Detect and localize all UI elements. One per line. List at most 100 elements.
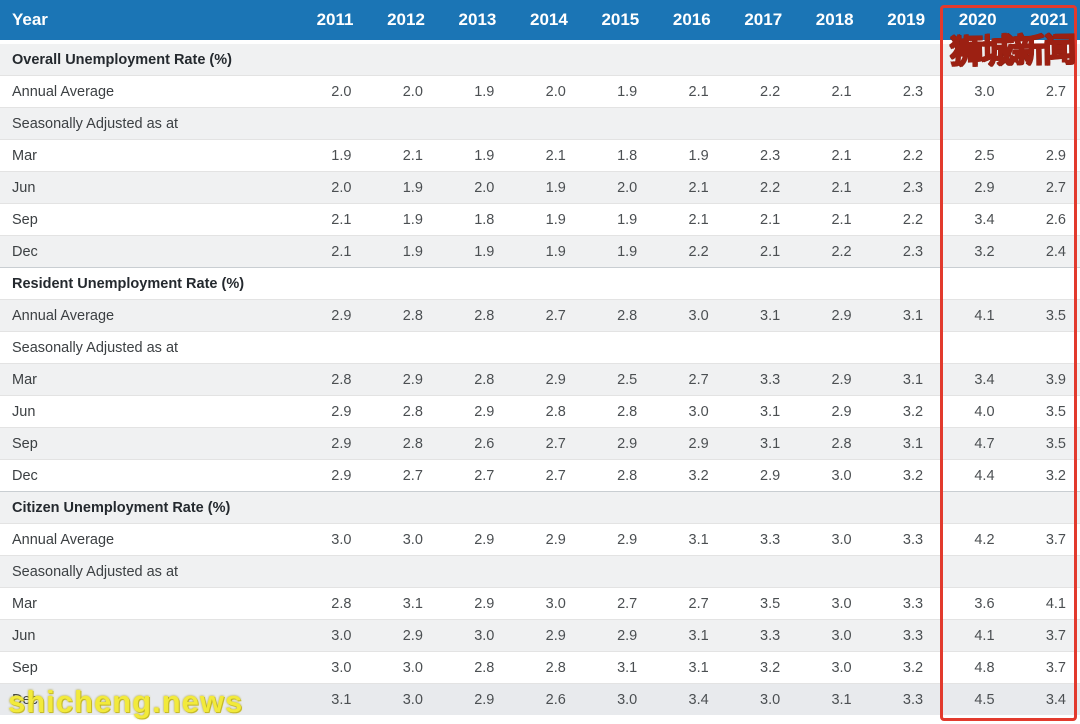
value-cell: 3.2: [902, 467, 924, 484]
value-cell: 2.8: [331, 371, 352, 388]
table-row: Dec 3.1 3.0 2.9 2.6 3.0 3.4 3.0 3.1 3.3 4.5 3.4: [0, 683, 1080, 715]
empty-cell: [294, 332, 365, 364]
table-row: Sep 2.9 2.8 2.6 2.7 2.9 2.9 3.1 2.8 3.1 4.7 3.5: [0, 427, 1080, 460]
empty-cell: [365, 42, 436, 76]
value-cell: 4.1: [974, 627, 995, 644]
value-cell: 3.1: [902, 435, 924, 452]
value-cell: 2.1: [831, 83, 852, 100]
value-cell: 3.1: [688, 531, 709, 548]
value-cell: 4.0: [974, 403, 995, 420]
empty-cell: [866, 492, 937, 524]
value-cell: 2.2: [902, 211, 924, 228]
value-cell: 3.1: [688, 627, 709, 644]
value-cell: 2.0: [331, 179, 352, 196]
empty-cell: [937, 108, 1008, 140]
empty-cell: [508, 556, 579, 588]
value-cell: 2.7: [545, 307, 566, 324]
value-cell: 2.1: [831, 179, 852, 196]
value-cell: 2.9: [331, 467, 352, 484]
value-cell: 1.9: [474, 243, 495, 260]
value-cell: 3.0: [331, 531, 352, 548]
value-cell: 2.9: [474, 691, 495, 708]
row-label: Sep: [12, 211, 38, 228]
value-cell: 2.9: [974, 179, 995, 196]
value-cell: 2.8: [545, 403, 566, 420]
empty-cell: [1009, 42, 1080, 76]
value-cell: 2.2: [760, 179, 781, 196]
value-cell: 2.9: [474, 595, 495, 612]
value-cell: 2.7: [545, 435, 566, 452]
table-row: Annual Average 2.9 2.8 2.8 2.7 2.8 3.0 3.1 2.9 3.…: [0, 299, 1080, 332]
value-cell: 2.8: [617, 467, 638, 484]
value-cell: 2.9: [831, 307, 852, 324]
year-column-header-2018: 2018: [794, 0, 866, 44]
value-cell: 3.0: [545, 595, 566, 612]
empty-cell: [294, 556, 365, 588]
value-cell: 3.3: [902, 595, 924, 612]
value-cell: 2.1: [688, 83, 709, 100]
table-body: Overall Unemployment Rate (%) Annual Aver…: [0, 42, 1080, 715]
table-row: Mar 1.9 2.1 1.9 2.1 1.8 1.9 2.3 2.1 2.2 2.5 2.9: [0, 139, 1080, 172]
row-label: Annual Average: [12, 83, 115, 100]
value-cell: 3.0: [688, 403, 709, 420]
value-cell: 2.0: [474, 179, 495, 196]
value-cell: 2.5: [974, 147, 995, 164]
value-cell: 4.2: [974, 531, 995, 548]
value-cell: 2.6: [1045, 211, 1066, 228]
empty-cell: [508, 268, 579, 300]
value-cell: 4.7: [974, 435, 995, 452]
value-cell: 2.7: [688, 595, 709, 612]
empty-cell: [437, 108, 508, 140]
value-cell: 3.2: [902, 403, 924, 420]
value-cell: 3.7: [1045, 627, 1066, 644]
empty-cell: [1009, 492, 1080, 524]
empty-cell: [723, 332, 794, 364]
value-cell: 2.1: [545, 147, 566, 164]
value-cell: 1.9: [545, 179, 566, 196]
year-header-row: Year 2011 2012 2013 2014 2015 2016 2017 2018 2019…: [0, 0, 1080, 44]
value-cell: 3.0: [831, 627, 852, 644]
value-cell: 3.0: [617, 691, 638, 708]
value-cell: 2.7: [402, 467, 423, 484]
value-cell: 2.9: [545, 627, 566, 644]
empty-cell: [937, 332, 1008, 364]
empty-cell: [651, 492, 722, 524]
row-label: Mar: [12, 147, 37, 164]
row-label: Annual Average: [12, 307, 115, 324]
value-cell: 4.5: [974, 691, 995, 708]
row-label: Dec: [12, 467, 38, 484]
value-cell: 2.9: [545, 371, 566, 388]
value-cell: 1.8: [474, 211, 495, 228]
value-cell: 2.7: [1045, 83, 1066, 100]
year-column-header-2015: 2015: [579, 0, 652, 44]
value-cell: 2.8: [331, 595, 352, 612]
value-cell: 2.9: [331, 435, 352, 452]
empty-cell: [651, 556, 722, 588]
value-cell: 4.1: [974, 307, 995, 324]
value-cell: 1.9: [617, 211, 638, 228]
value-cell: 2.9: [331, 307, 352, 324]
empty-cell: [723, 108, 794, 140]
empty-cell: [437, 332, 508, 364]
value-cell: 2.8: [831, 435, 852, 452]
value-cell: 3.5: [1045, 403, 1066, 420]
empty-cell: [508, 42, 579, 76]
value-cell: 3.0: [331, 627, 352, 644]
year-column-header-2014: 2014: [508, 0, 580, 44]
value-cell: 2.9: [831, 403, 852, 420]
value-cell: 2.3: [760, 147, 781, 164]
value-cell: 1.9: [402, 179, 423, 196]
empty-cell: [723, 268, 794, 300]
empty-cell: [794, 42, 865, 76]
value-cell: 1.9: [617, 243, 638, 260]
value-cell: 3.0: [831, 595, 852, 612]
value-cell: 3.0: [688, 307, 709, 324]
empty-cell: [365, 268, 436, 300]
empty-cell: [365, 332, 436, 364]
value-cell: 3.3: [902, 627, 924, 644]
value-cell: 3.0: [760, 691, 781, 708]
empty-cell: [651, 42, 722, 76]
value-cell: 3.4: [974, 371, 995, 388]
table-row: Mar 2.8 3.1 2.9 3.0 2.7 2.7 3.5 3.0 3.3 3.6 4.1: [0, 587, 1080, 620]
value-cell: 3.7: [1045, 659, 1066, 676]
